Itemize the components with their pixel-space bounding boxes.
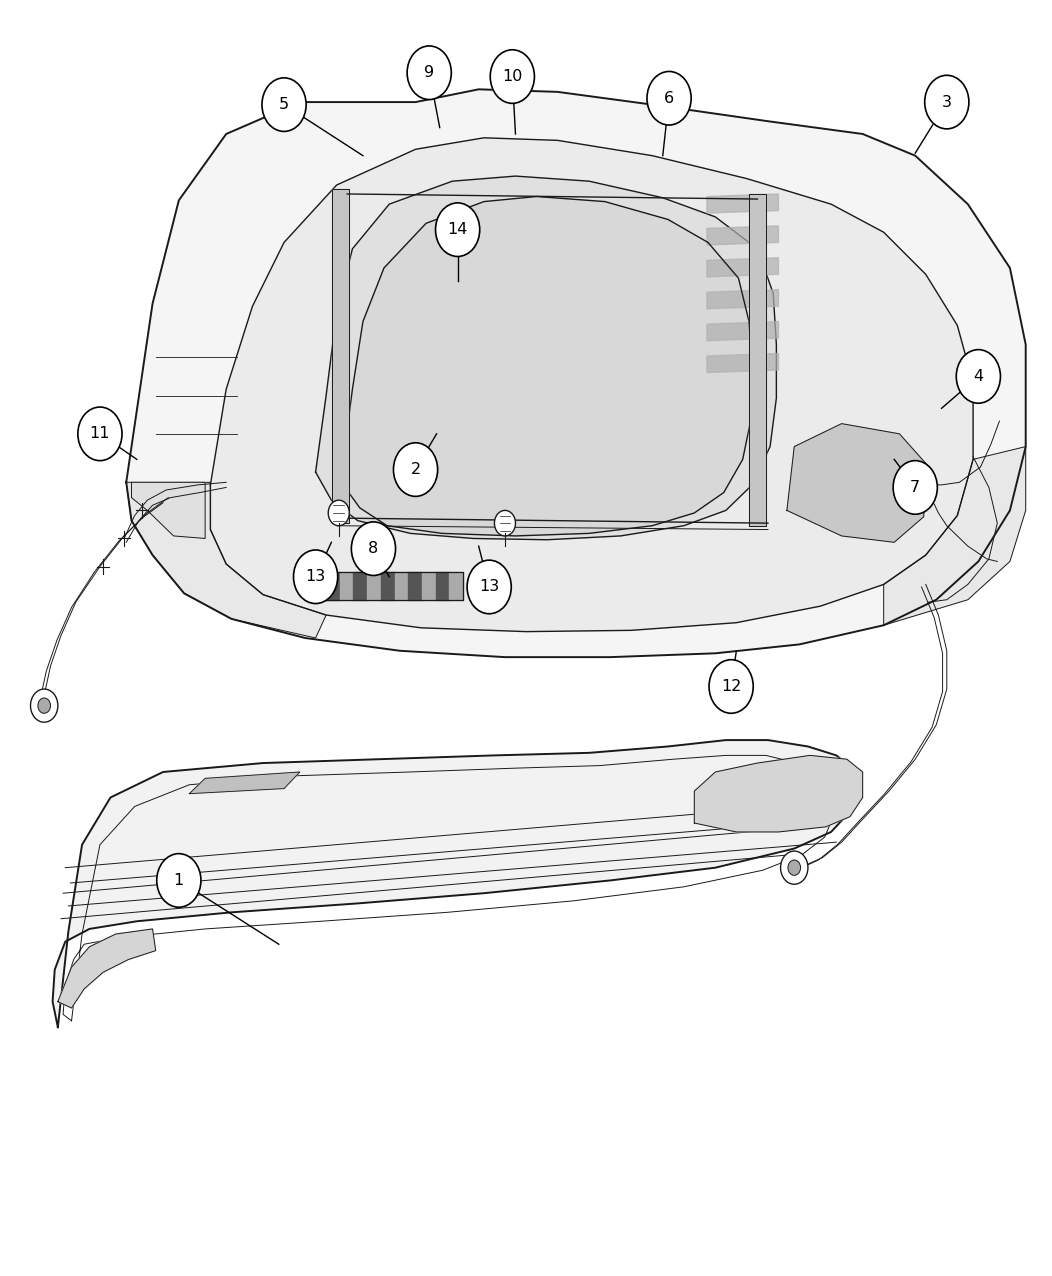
- Polygon shape: [787, 424, 928, 542]
- Circle shape: [436, 203, 480, 256]
- Text: 4: 4: [973, 369, 984, 384]
- Text: 14: 14: [447, 222, 468, 237]
- Text: 6: 6: [664, 91, 674, 106]
- Polygon shape: [126, 89, 1026, 657]
- Polygon shape: [694, 755, 863, 832]
- Polygon shape: [408, 572, 422, 600]
- Polygon shape: [326, 572, 340, 600]
- Circle shape: [494, 510, 515, 536]
- Polygon shape: [707, 226, 778, 245]
- Text: 9: 9: [424, 65, 434, 80]
- Circle shape: [38, 698, 50, 713]
- Text: 2: 2: [410, 462, 421, 477]
- Circle shape: [351, 522, 396, 575]
- Polygon shape: [189, 772, 300, 794]
- Text: 1: 1: [174, 873, 184, 888]
- Polygon shape: [340, 572, 353, 600]
- Polygon shape: [707, 353, 778, 373]
- Polygon shape: [58, 929, 156, 1008]
- Circle shape: [467, 560, 511, 614]
- Text: 12: 12: [721, 679, 742, 694]
- Polygon shape: [707, 290, 778, 309]
- Polygon shape: [394, 572, 408, 600]
- Polygon shape: [381, 572, 394, 600]
- Polygon shape: [316, 176, 776, 540]
- Text: 7: 7: [910, 480, 920, 495]
- Polygon shape: [707, 322, 778, 341]
- Circle shape: [893, 461, 937, 514]
- Polygon shape: [422, 572, 436, 600]
- Text: 8: 8: [368, 541, 379, 556]
- Polygon shape: [367, 572, 381, 600]
- Polygon shape: [353, 572, 367, 600]
- Text: 13: 13: [479, 579, 500, 595]
- Circle shape: [956, 350, 1000, 403]
- Polygon shape: [332, 189, 349, 523]
- Text: 5: 5: [279, 97, 289, 112]
- Text: 10: 10: [502, 69, 523, 84]
- Circle shape: [31, 689, 58, 722]
- Polygon shape: [449, 572, 463, 600]
- Circle shape: [294, 550, 338, 604]
- Polygon shape: [53, 740, 857, 1027]
- Circle shape: [781, 851, 808, 884]
- Polygon shape: [126, 482, 326, 638]
- Polygon shape: [210, 138, 973, 632]
- Polygon shape: [436, 572, 449, 600]
- Circle shape: [647, 71, 691, 125]
- Text: 3: 3: [942, 94, 952, 110]
- Polygon shape: [749, 194, 766, 526]
- Polygon shape: [884, 447, 1026, 625]
- Polygon shape: [132, 482, 205, 538]
- Circle shape: [490, 50, 534, 103]
- Circle shape: [157, 854, 201, 907]
- Circle shape: [925, 75, 969, 129]
- Circle shape: [78, 407, 122, 461]
- Text: 11: 11: [89, 426, 110, 441]
- Polygon shape: [707, 194, 778, 213]
- Text: 13: 13: [305, 569, 326, 584]
- Polygon shape: [342, 197, 752, 536]
- Circle shape: [709, 660, 753, 713]
- Polygon shape: [707, 258, 778, 277]
- Circle shape: [788, 860, 801, 875]
- Circle shape: [262, 78, 306, 131]
- Circle shape: [328, 500, 349, 526]
- Circle shape: [407, 46, 451, 100]
- Circle shape: [393, 443, 438, 496]
